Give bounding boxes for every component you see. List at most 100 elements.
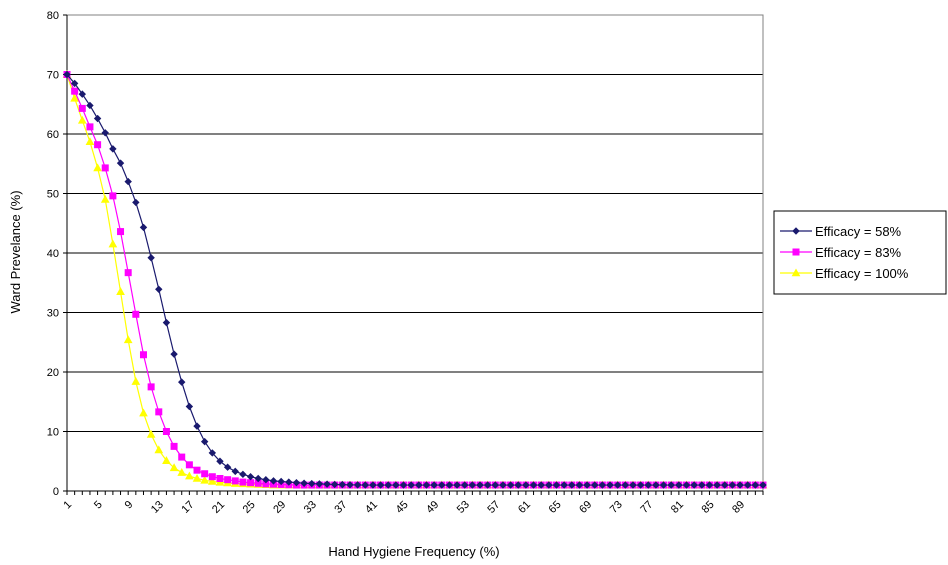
x-tick-label: 17 [179,499,196,516]
series-1-point [728,481,737,489]
series-1-point [537,481,545,489]
series-2-point [139,351,147,359]
series-3-point [207,476,217,485]
x-axis-title: Hand Hygiene Frequency (%) [328,544,499,559]
series-1-point [300,479,308,487]
series-3-point [131,376,141,385]
series-2-point [224,476,232,484]
x-tick-label: 85 [700,499,717,516]
series-1-point [323,480,331,488]
x-tick-label: 29 [271,499,288,516]
series-2-point [216,475,224,483]
series-1-point [124,177,132,186]
series-1-point [200,437,209,446]
legend: Efficacy = 58% Efficacy = 83% Efficacy = 1… [773,210,947,295]
series-1-point [483,481,492,489]
series-1-point [591,481,599,489]
series-3-point [146,429,156,438]
x-tick-label: 53 [455,499,472,516]
series-1-point [629,481,637,489]
y-tick-label: 50 [47,189,59,201]
legend-marker [792,227,800,235]
series-1 [63,70,767,489]
series-1-point [682,481,691,489]
x-axis: 1 5 9 13 17 21 25 29 33 37 41 45 49 53 57 61 65 69 73 77 81 8… [61,490,764,516]
series-2-point [239,478,247,486]
series-3-point [116,287,125,295]
series-1-point [690,481,698,489]
series-1-line [66,74,763,486]
x-tick-label: 61 [516,499,533,516]
series-1-point [384,481,392,489]
series-1-point [438,481,446,489]
series-3-point [200,475,210,484]
series-1-point [101,129,109,137]
x-tick-label: 57 [485,499,502,516]
series-1-point [147,254,155,262]
series-1-point [93,114,102,123]
series-1-point [461,481,469,489]
series-3-point [177,468,187,476]
series-1-point [529,481,538,489]
x-tick-label: 89 [730,499,747,516]
gridlines [67,14,763,492]
series-1-point [552,481,561,489]
series-1-point [415,481,423,489]
series-1-point [560,481,568,489]
x-tick-label: 9 [123,499,136,512]
series-1-point [70,79,79,88]
series-3-point [192,473,202,482]
series-1-point [132,198,140,207]
x-tick-label: 37 [332,499,349,516]
series-1-point [254,474,262,483]
series-3-line [66,74,763,486]
x-tick-label: 41 [363,499,380,516]
series-1-point [445,481,454,489]
series-1-point [392,481,400,489]
series-1-point [759,481,767,489]
series-1-point [568,481,576,489]
y-tick-label: 20 [47,367,59,379]
series-1-point [613,481,622,489]
series-3-point [100,194,110,203]
series-3-point [108,239,118,248]
series-1-point [698,481,706,489]
series-1-point [598,481,607,489]
series-1-point [606,481,614,489]
series-2-point [94,141,102,149]
series-2-point [147,383,155,391]
series-layer [62,69,768,489]
series-1-point [109,145,117,153]
series-1-point [713,481,721,489]
series-1-point [116,159,125,167]
series-1-point [453,481,461,489]
series-1-point [208,449,217,457]
series-1-point [644,481,652,489]
series-2-point [162,428,170,435]
x-tick-label: 25 [241,499,258,516]
legend-marker [791,268,801,277]
series-2-point [193,466,201,474]
series-1-point [751,481,760,489]
y-axis-title: Ward Prevelance (%) [8,190,23,313]
series-1-point [499,481,507,489]
series-1-point [361,481,369,489]
series-1-point [407,481,415,489]
series-3-point [77,115,87,124]
series-1-point [743,481,752,489]
series-1-point [155,285,163,294]
series-1-point [346,481,354,489]
series-2-point [170,442,178,450]
series-1-point [239,470,247,479]
series-2-point [201,470,209,478]
series-1-point [575,481,584,489]
series-1-point [216,457,224,465]
series-1-point [338,480,347,489]
series-1-point [583,481,591,489]
y-tick-label: 80 [47,10,59,22]
x-tick-label: 33 [302,499,319,516]
series-1-point [736,481,744,489]
series-1-point [170,350,178,358]
series-1-point [430,481,438,489]
